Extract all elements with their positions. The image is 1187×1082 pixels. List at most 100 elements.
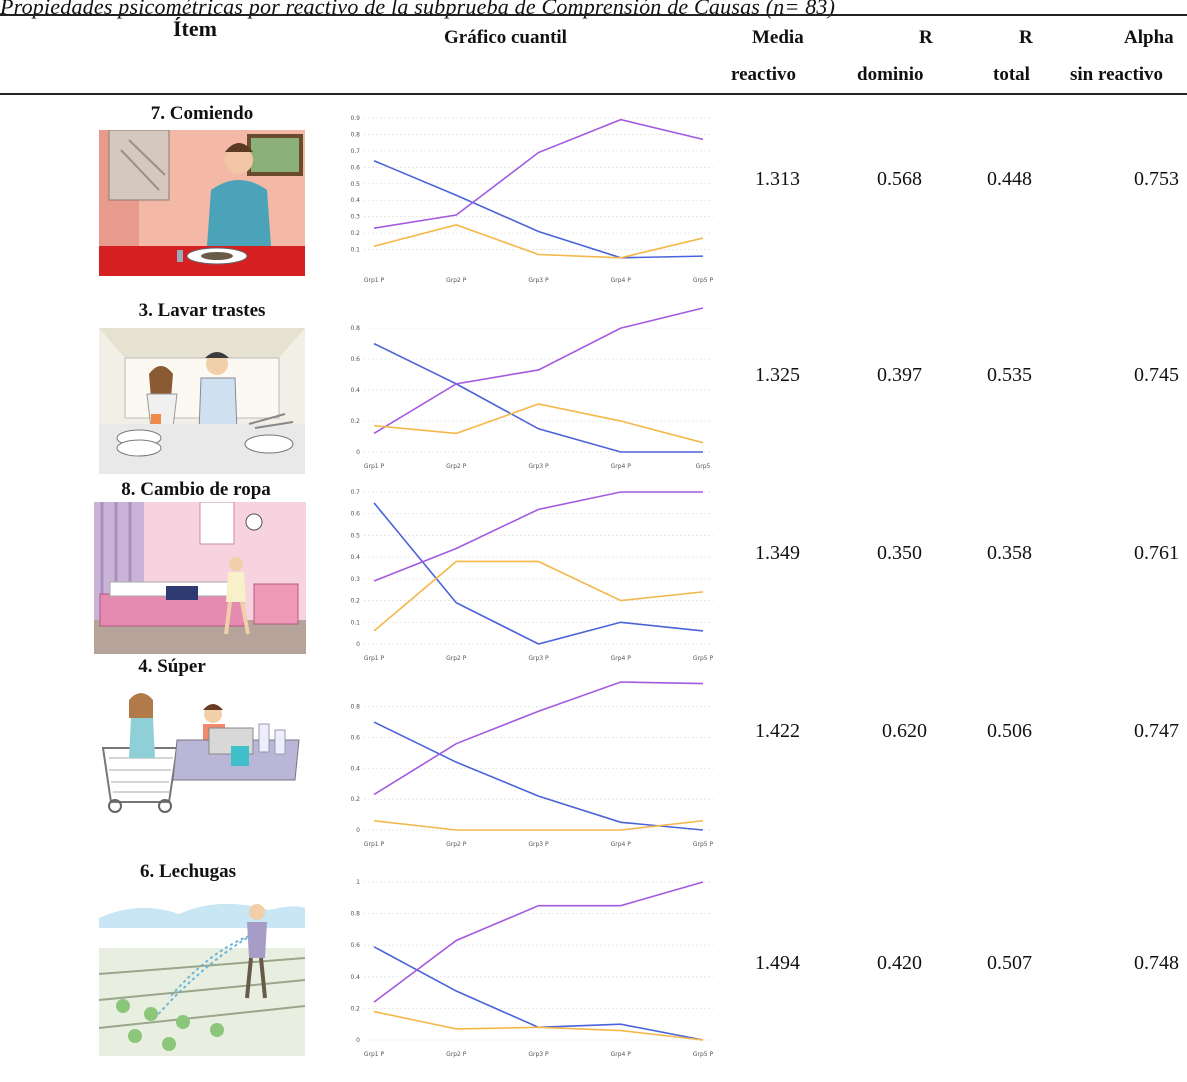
x-tick-label: Grp3 P — [528, 655, 549, 662]
y-tick-label: 0.2 — [350, 1005, 360, 1012]
x-tick-label: Grp3 P — [528, 841, 549, 848]
top-rule — [0, 14, 1187, 16]
series-line — [373, 1010, 704, 1041]
header-rdominio-line1: R — [919, 27, 933, 48]
series-line — [373, 681, 704, 796]
r-dominio-value: 0.420 — [877, 952, 922, 974]
y-tick-label: 0.5 — [350, 532, 360, 539]
y-tick-label: 1 — [356, 879, 360, 886]
x-tick-label: Grp5 — [696, 463, 711, 470]
x-tick-label: Grp1 P — [364, 841, 385, 848]
r-dominio-value: 0.397 — [877, 364, 922, 386]
x-tick-label: Grp1 P — [364, 1051, 385, 1058]
x-tick-label: Grp4 P — [611, 655, 632, 662]
r-total-value: 0.506 — [987, 720, 1032, 742]
y-tick-label: 0.8 — [350, 704, 360, 711]
quantile-chart: 0 0.1 0.2 0.3 0.4 0.5 0.6 0.7 Grp1 P Grp2 P Grp3 P… — [342, 486, 727, 666]
y-tick-label: 0.4 — [350, 197, 360, 204]
x-tick-label: Grp4 P — [611, 463, 632, 470]
x-tick-label: Grp2 P — [446, 463, 467, 470]
x-tick-label: Grp1 P — [364, 463, 385, 470]
y-tick-label: 0.2 — [350, 796, 360, 803]
y-tick-label: 0.6 — [350, 164, 360, 171]
series-line — [373, 721, 704, 831]
x-tick-label: Grp2 P — [446, 277, 467, 284]
y-tick-label: 0 — [356, 827, 360, 834]
item-title: 7. Comiendo — [150, 103, 254, 124]
x-tick-label: Grp5 P — [693, 277, 714, 284]
x-tick-label: Grp3 P — [528, 463, 549, 470]
alpha-value: 0.753 — [1134, 168, 1179, 190]
y-tick-label: 0.8 — [350, 911, 360, 918]
header-item: Ítem — [173, 16, 217, 41]
x-tick-label: Grp1 P — [364, 277, 385, 284]
header-media-line1: Media — [752, 27, 804, 48]
quantile-chart: 0 0.2 0.4 0.6 0.8 1 Grp1 P Grp2 P Grp3 P Grp4 P Gr… — [342, 876, 727, 1062]
header-rtotal-line2: total — [993, 64, 1030, 85]
header-rdominio-line2: dominio — [857, 64, 924, 85]
y-tick-label: 0.2 — [350, 598, 360, 605]
y-tick-label: 0.9 — [350, 115, 360, 122]
y-tick-label: 0.8 — [350, 325, 360, 332]
r-total-value: 0.507 — [987, 952, 1032, 974]
r-dominio-value: 0.620 — [882, 720, 927, 742]
y-tick-label: 0.4 — [350, 974, 360, 981]
y-tick-label: 0.6 — [350, 942, 360, 949]
y-tick-label: 0.2 — [350, 418, 360, 425]
supermarket-icon — [99, 684, 305, 846]
series-line — [373, 881, 704, 1003]
header-grafico: Gráfico cuantil — [444, 27, 567, 48]
series-line — [373, 224, 704, 259]
header-rule — [0, 93, 1187, 95]
series-line — [373, 502, 704, 645]
quantile-chart: 0.1 0.2 0.3 0.4 0.5 0.6 0.7 0.8 0.9 Grp1 P Grp2 P G… — [342, 112, 727, 288]
y-tick-label: 0.6 — [350, 735, 360, 742]
watering-lettuce-icon — [99, 888, 305, 1056]
y-tick-label: 0.4 — [350, 765, 360, 772]
alpha-value: 0.748 — [1134, 952, 1179, 974]
series-line — [373, 819, 704, 831]
y-tick-label: 0.1 — [350, 247, 360, 254]
washing-dishes-icon — [99, 328, 305, 474]
y-tick-label: 0.5 — [350, 181, 360, 188]
r-dominio-value: 0.568 — [877, 168, 922, 190]
series-line — [373, 560, 704, 632]
series-line — [373, 403, 704, 444]
series-line — [373, 118, 704, 229]
r-total-value: 0.358 — [987, 542, 1032, 564]
media-value: 1.325 — [755, 364, 800, 386]
x-tick-label: Grp1 P — [364, 655, 385, 662]
header-rtotal-line1: R — [1019, 27, 1033, 48]
x-tick-label: Grp4 P — [611, 277, 632, 284]
x-tick-label: Grp4 P — [611, 841, 632, 848]
item-title: 6. Lechugas — [139, 861, 237, 882]
header-media-line2: reactivo — [731, 64, 797, 85]
y-tick-label: 0.3 — [350, 576, 360, 583]
x-tick-label: Grp4 P — [611, 1051, 632, 1058]
series-line — [373, 307, 704, 435]
x-tick-label: Grp2 P — [446, 1051, 467, 1058]
y-tick-label: 0.1 — [350, 619, 360, 626]
y-tick-label: 0.6 — [350, 511, 360, 518]
r-total-value: 0.535 — [987, 364, 1032, 386]
r-dominio-value: 0.350 — [877, 542, 922, 564]
quantile-chart: 0 0.2 0.4 0.6 0.8 Grp1 P Grp2 P Grp3 P Grp4 P Grp… — [342, 676, 727, 852]
bedroom-clothes-icon — [94, 502, 306, 654]
media-value: 1.494 — [755, 952, 800, 974]
y-tick-label: 0.3 — [350, 214, 360, 221]
x-tick-label: Grp3 P — [528, 277, 549, 284]
y-tick-label: 0.7 — [350, 148, 360, 155]
y-tick-label: 0.2 — [350, 230, 360, 237]
y-tick-label: 0.6 — [350, 356, 360, 363]
y-tick-label: 0.4 — [350, 554, 360, 561]
series-line — [373, 491, 703, 582]
media-value: 1.313 — [755, 168, 800, 190]
y-tick-label: 0 — [356, 449, 360, 456]
series-line — [373, 160, 704, 259]
header-alpha-line2: sin reactivo — [1070, 64, 1164, 85]
x-tick-label: Grp5 P — [693, 655, 714, 662]
alpha-value: 0.747 — [1134, 720, 1179, 742]
y-tick-label: 0.4 — [350, 387, 360, 394]
series-line — [373, 342, 703, 453]
item-title: 3. Lavar trastes — [138, 300, 266, 321]
